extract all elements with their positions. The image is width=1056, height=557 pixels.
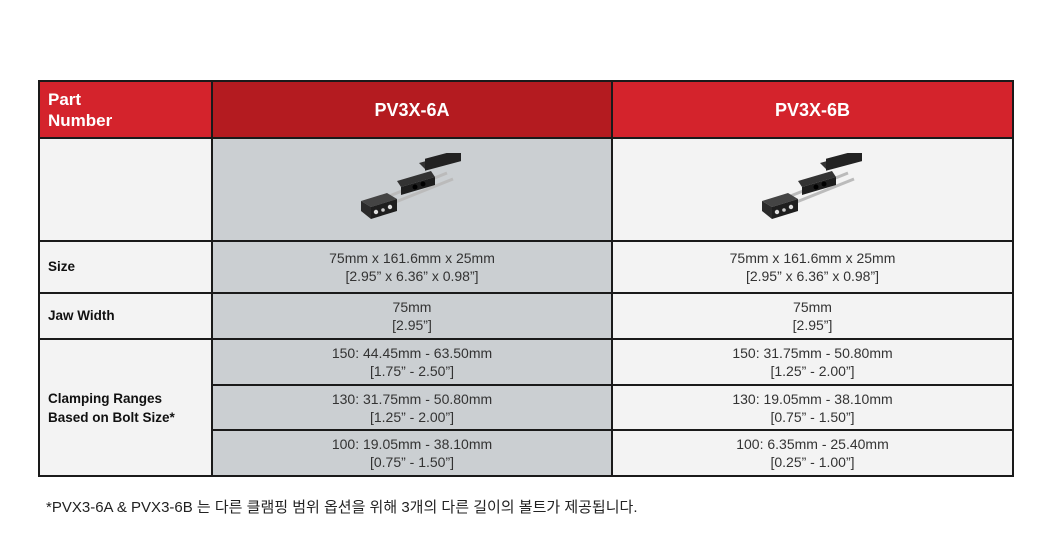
vise-icon xyxy=(761,148,862,219)
part-number-label: Part Number xyxy=(38,80,213,139)
spec-table: Part Number PV3X-6A PV3X-6B Size 75mm x 1… xyxy=(38,80,1014,477)
clamping-label: Clamping Ranges Based on Bolt Size* xyxy=(38,338,213,477)
product-image-b xyxy=(611,137,1014,242)
clamping-row: 100: 19.05mm - 38.10mm [0.75” - 1.50”] 10… xyxy=(39,429,1014,477)
clamping-row: Clamping Ranges Based on Bolt Size* 150: … xyxy=(38,338,1014,477)
col-a-header: PV3X-6A xyxy=(211,80,613,139)
footnote: *PVX3-6A & PVX3-6B 는 다른 클램핑 범위 옵션을 위해 3개… xyxy=(46,499,638,516)
image-row xyxy=(38,137,1014,242)
jaw-width-row: Jaw Width 75mm [2.95”] 75mm [2.95”] xyxy=(38,292,1014,340)
vise-icon xyxy=(361,148,461,219)
col-b-header: PV3X-6B xyxy=(611,80,1014,139)
clamping-row: 130: 31.75mm - 50.80mm [1.25” - 2.00”] 13… xyxy=(39,384,1014,431)
product-image-a xyxy=(211,137,613,242)
header-row: Part Number PV3X-6A PV3X-6B xyxy=(38,80,1014,139)
size-row: Size 75mm x 161.6mm x 25mm [2.95” x 6.36”… xyxy=(38,240,1014,294)
